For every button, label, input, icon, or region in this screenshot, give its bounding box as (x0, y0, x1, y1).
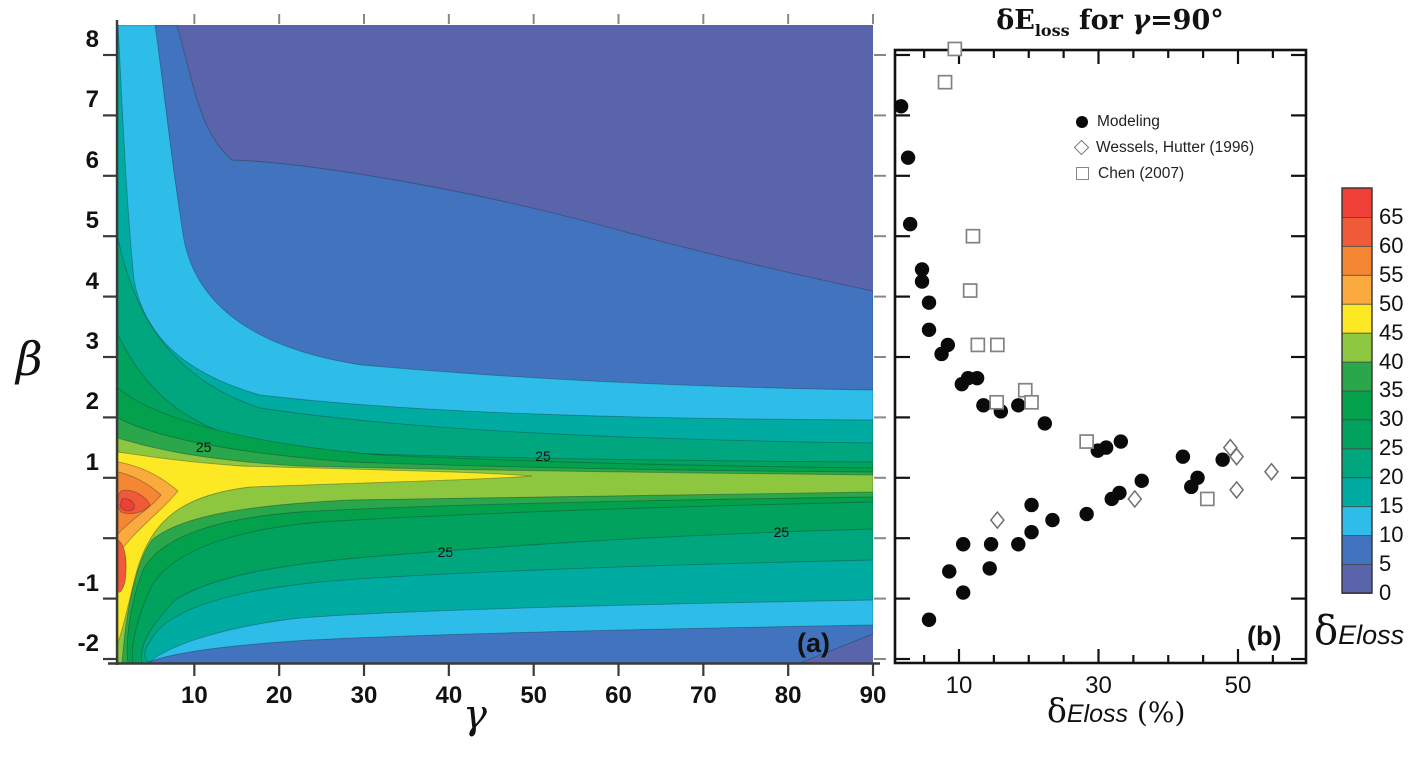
open-square-icon (1076, 167, 1089, 180)
x-axis-label-gamma: γ (463, 692, 487, 738)
colorbar-label: δEloss (1314, 608, 1404, 654)
title-subscript: loss (1034, 21, 1070, 40)
panel-b-x-tick-label: 10 (945, 672, 973, 699)
colorbar-eloss: Eloss (1338, 620, 1405, 650)
panel-a-x-tick-label: 70 (689, 682, 717, 709)
colorbar-tick-label: 15 (1379, 493, 1404, 519)
axes (103, 14, 886, 676)
panel-a-y-tick-label: 2 (85, 388, 99, 416)
colorbar-tick-label: 5 (1379, 551, 1392, 577)
panel-b-title: δEloss for γ=90° (965, 5, 1255, 40)
legend-item-chen: Chen (2007) (1076, 162, 1254, 185)
panel-a-x-tick-label: 20 (265, 682, 293, 709)
colorbar-tick-label: 50 (1379, 290, 1404, 316)
colorbar (1341, 187, 1373, 594)
contour-line-label: 25 (773, 523, 790, 540)
colorbar-tick-label: 0 (1379, 580, 1392, 605)
colorbar-tick-label: 25 (1379, 435, 1404, 461)
panel-b-x-tick-label: 50 (1224, 672, 1252, 699)
title-for: for (1069, 5, 1133, 36)
panel-a-label: (a) (797, 628, 830, 658)
legend: Modeling Wessels, Hutter (1996) Chen (20… (1073, 110, 1255, 185)
panel-b-x-tick-label: 30 (1085, 672, 1112, 699)
filled-circle-icon (1076, 115, 1088, 128)
xlabel-units: (%) (1128, 696, 1186, 729)
contour-plot (118, 25, 873, 663)
legend-label: Wessels, Hutter (1996) (1096, 138, 1255, 156)
colorbar-tick-label: 35 (1379, 377, 1404, 403)
panel-a-y-tick-label: 7 (85, 86, 99, 114)
panel-a-x-tick-label: 90 (859, 682, 887, 709)
panel-b-x-axis-label: δEloss (%) (1047, 691, 1185, 730)
panel-a-y-tick-label: 5 (85, 207, 99, 235)
panel-a-x-tick-label: 60 (605, 682, 632, 709)
panel-a-y-tick-label: 1 (85, 448, 99, 476)
panel-a-y-tick-label: 6 (85, 146, 99, 174)
scatter-panel (893, 48, 1308, 665)
panel-a-x-tick-label: 30 (350, 682, 378, 709)
panel-a-y-tick-label: 3 (85, 328, 99, 355)
title-value: =90° (1150, 5, 1224, 36)
xlabel-delta: δ (1047, 691, 1067, 730)
panel-a-x-tick-label: 40 (435, 682, 463, 709)
legend-label: Modeling (1097, 112, 1160, 130)
colorbar-tick-label: 45 (1379, 319, 1404, 345)
panel-a-y-tick-label: -2 (77, 630, 99, 657)
xlabel-eloss: Eloss (1066, 700, 1129, 728)
panel-a-x-tick-label: 80 (774, 682, 802, 709)
panel-a-y-tick-label: -1 (77, 569, 99, 597)
title-gamma: γ (1132, 5, 1151, 36)
colorbar-delta: δ (1314, 608, 1339, 654)
panel-a-x-tick-label: 50 (520, 682, 548, 709)
colorbar-tick-label: 10 (1379, 522, 1404, 548)
colorbar-tick-label: 30 (1379, 406, 1404, 432)
colorbar-tick-label: 40 (1379, 348, 1404, 374)
legend-label: Chen (2007) (1098, 164, 1185, 182)
y-axis-label-beta: β (16, 332, 43, 386)
title-delta-e: δE (996, 5, 1035, 36)
panel-a-y-tick-label: 8 (85, 26, 99, 53)
scatter-points (893, 41, 1279, 627)
legend-item-modeling: Modeling (1076, 110, 1254, 133)
colorbar-tick-label: 20 (1379, 464, 1404, 490)
open-diamond-icon (1073, 139, 1090, 156)
panel-a-y-tick-label: 4 (85, 267, 99, 295)
colorbar-tick-label: 55 (1379, 261, 1404, 287)
panel-a-x-tick-label: 10 (180, 682, 208, 709)
panel-b-label: (b) (1247, 621, 1282, 651)
colorbar-tick-label: 60 (1379, 232, 1404, 258)
contour-line-label: 25 (437, 543, 454, 560)
contour-line-label: 25 (195, 439, 212, 456)
legend-item-wessels: Wessels, Hutter (1996) (1073, 136, 1255, 159)
contour-line-label: 25 (535, 448, 551, 465)
colorbar-tick-label: 65 (1379, 203, 1404, 229)
